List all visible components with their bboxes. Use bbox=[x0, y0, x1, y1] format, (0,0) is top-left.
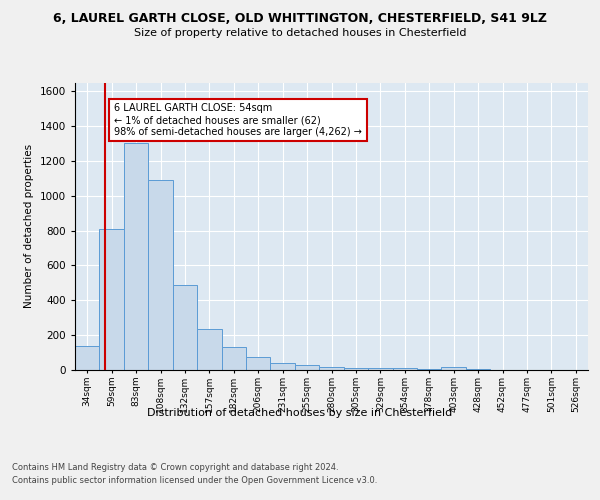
Text: Distribution of detached houses by size in Chesterfield: Distribution of detached houses by size … bbox=[148, 408, 452, 418]
Bar bbox=[442, 366, 466, 370]
Text: 6, LAUREL GARTH CLOSE, OLD WHITTINGTON, CHESTERFIELD, S41 9LZ: 6, LAUREL GARTH CLOSE, OLD WHITTINGTON, … bbox=[53, 12, 547, 26]
Bar bbox=[392, 368, 417, 370]
Bar bbox=[271, 362, 295, 370]
Text: Size of property relative to detached houses in Chesterfield: Size of property relative to detached ho… bbox=[134, 28, 466, 38]
Text: Contains HM Land Registry data © Crown copyright and database right 2024.: Contains HM Land Registry data © Crown c… bbox=[12, 462, 338, 471]
Bar bbox=[319, 368, 344, 370]
Text: 6 LAUREL GARTH CLOSE: 54sqm
← 1% of detached houses are smaller (62)
98% of semi: 6 LAUREL GARTH CLOSE: 54sqm ← 1% of deta… bbox=[114, 104, 362, 136]
Text: Contains public sector information licensed under the Open Government Licence v3: Contains public sector information licen… bbox=[12, 476, 377, 485]
Bar bbox=[221, 347, 246, 370]
Y-axis label: Number of detached properties: Number of detached properties bbox=[24, 144, 34, 308]
Bar bbox=[246, 358, 271, 370]
Bar bbox=[173, 284, 197, 370]
Bar bbox=[197, 329, 221, 370]
Bar bbox=[148, 180, 173, 370]
Bar bbox=[75, 346, 100, 370]
Bar bbox=[417, 368, 442, 370]
Bar bbox=[368, 368, 392, 370]
Bar bbox=[100, 229, 124, 370]
Bar bbox=[466, 369, 490, 370]
Bar bbox=[344, 368, 368, 370]
Bar bbox=[124, 144, 148, 370]
Bar bbox=[295, 366, 319, 370]
